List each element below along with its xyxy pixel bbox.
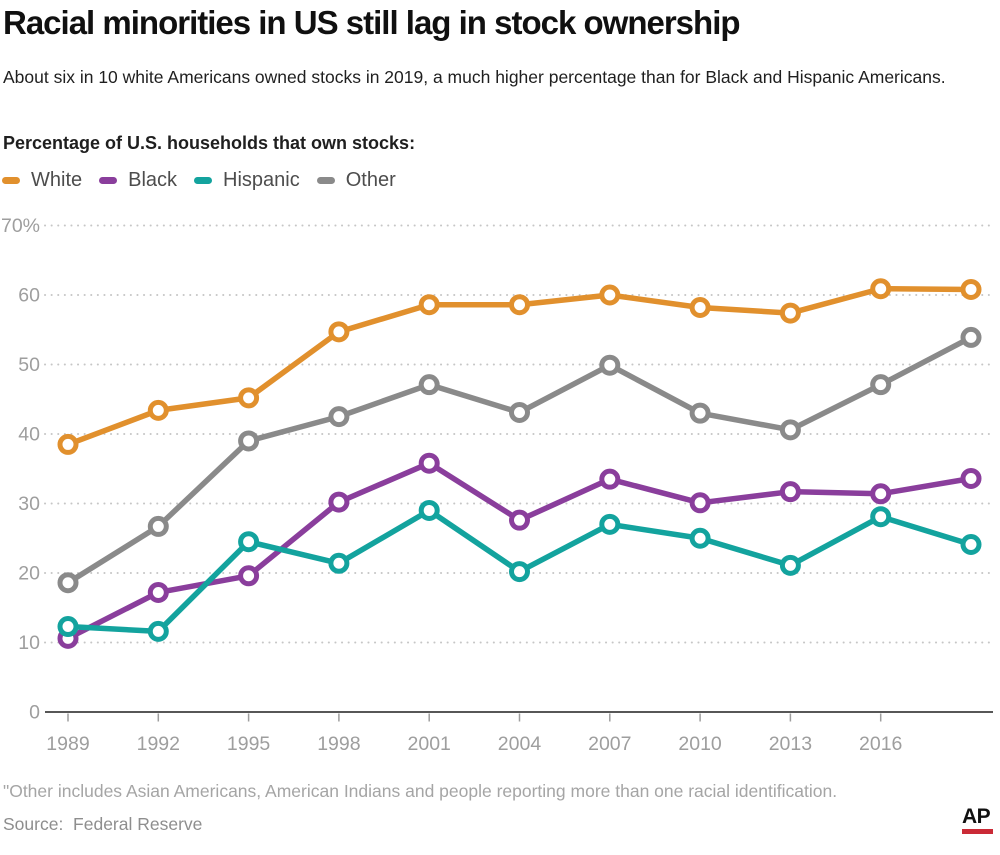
x-tick-label: 1998 xyxy=(317,733,360,755)
marker-other-1989 xyxy=(57,572,79,594)
marker-white-2013 xyxy=(779,302,801,324)
marker-white-1992 xyxy=(147,399,169,421)
marker-white-1995 xyxy=(238,387,260,409)
marker-black-2019 xyxy=(960,467,982,489)
legend-item-hispanic: Hispanic xyxy=(194,169,300,192)
y-tick-label: 0 xyxy=(29,702,40,724)
y-tick-label: 60 xyxy=(18,285,40,307)
x-tick-label: 2016 xyxy=(859,733,902,755)
x-tick-label: 2013 xyxy=(769,733,812,755)
marker-hispanic-2019 xyxy=(960,534,982,556)
y-tick-label: 10 xyxy=(18,632,40,654)
marker-hispanic-1998 xyxy=(328,552,350,574)
marker-hispanic-2013 xyxy=(779,554,801,576)
marker-other-2019 xyxy=(960,326,982,348)
x-tick-label: 2004 xyxy=(498,733,542,755)
legend-item-other: Other xyxy=(316,169,396,192)
ap-logo-text: AP xyxy=(962,805,991,828)
y-tick-label: 40 xyxy=(18,424,40,446)
marker-other-1998 xyxy=(328,406,350,428)
marker-black-1998 xyxy=(328,491,350,513)
x-tick-label: 2001 xyxy=(408,733,451,755)
marker-white-2001 xyxy=(418,294,440,316)
ap-logo-underline xyxy=(962,829,993,834)
marker-hispanic-1989 xyxy=(57,616,79,638)
legend-swatch-white-icon xyxy=(2,177,20,184)
footnote: "Other includes Asian Americans, America… xyxy=(3,781,838,801)
marker-hispanic-1992 xyxy=(147,620,169,642)
y-tick-label: 30 xyxy=(18,493,40,515)
chart-label: Percentage of U.S. households that own s… xyxy=(3,133,416,153)
marker-hispanic-2016 xyxy=(870,506,892,528)
marker-other-2004 xyxy=(509,401,530,423)
marker-black-2016 xyxy=(870,483,892,505)
legend-item-black: Black xyxy=(99,169,177,192)
marker-other-1992 xyxy=(147,515,169,537)
x-tick-label: 2010 xyxy=(678,733,722,755)
marker-white-2010 xyxy=(689,297,711,319)
marker-other-2001 xyxy=(418,374,440,396)
marker-black-1992 xyxy=(147,581,169,603)
marker-hispanic-2004 xyxy=(509,561,530,583)
source-credit: Source: Federal Reserve xyxy=(3,814,203,834)
page-title: Racial minorities in US still lag in sto… xyxy=(3,4,741,41)
line-chart: 0 10 20 30 40 50 60 70% 1989 1992 1995 1998 2001 2004… xyxy=(1,215,994,755)
x-tick-label: 1989 xyxy=(46,733,89,755)
marker-other-2016 xyxy=(870,374,892,396)
line-black xyxy=(65,460,974,642)
legend-label-black: Black xyxy=(128,169,178,191)
marker-white-1989 xyxy=(57,433,79,455)
legend-item-white: White xyxy=(2,169,82,192)
marker-hispanic-2001 xyxy=(418,499,440,521)
marker-other-2010 xyxy=(689,402,711,424)
x-tick-label: 1992 xyxy=(137,733,180,755)
marker-hispanic-2010 xyxy=(689,527,711,549)
marker-white-2004 xyxy=(509,294,530,316)
legend-label-other: Other xyxy=(345,169,396,191)
subtitle: About six in 10 white Americans owned st… xyxy=(3,67,946,87)
marker-other-2013 xyxy=(779,419,801,441)
legend-label-hispanic: Hispanic xyxy=(223,169,300,191)
line-other xyxy=(65,334,974,586)
ap-logo: AP xyxy=(962,805,993,834)
legend-swatch-hispanic-icon xyxy=(194,177,213,184)
marker-black-2013 xyxy=(779,481,801,503)
marker-white-1998 xyxy=(328,321,350,343)
marker-black-2010 xyxy=(689,492,711,514)
legend-swatch-black-icon xyxy=(99,177,118,184)
marker-white-2016 xyxy=(870,278,892,300)
marker-black-2001 xyxy=(418,452,440,474)
legend: White Black Hispanic Other xyxy=(2,169,396,192)
marker-white-2019 xyxy=(960,278,982,300)
y-tick-label: 20 xyxy=(18,563,40,585)
x-tick-label: 1995 xyxy=(227,733,271,755)
legend-swatch-other-icon xyxy=(316,177,335,184)
marker-other-1995 xyxy=(238,430,260,452)
marker-black-1995 xyxy=(238,565,260,587)
x-tick-label: 2007 xyxy=(588,733,631,755)
marker-black-2007 xyxy=(599,468,621,490)
legend-label-white: White xyxy=(31,169,83,191)
y-tick-label: 70% xyxy=(1,215,40,237)
y-tick-label: 50 xyxy=(18,354,40,376)
marker-other-2007 xyxy=(599,354,621,376)
marker-hispanic-1995 xyxy=(238,531,260,553)
marker-white-2007 xyxy=(599,284,621,306)
marker-black-2004 xyxy=(509,509,530,531)
marker-hispanic-2007 xyxy=(599,513,621,535)
